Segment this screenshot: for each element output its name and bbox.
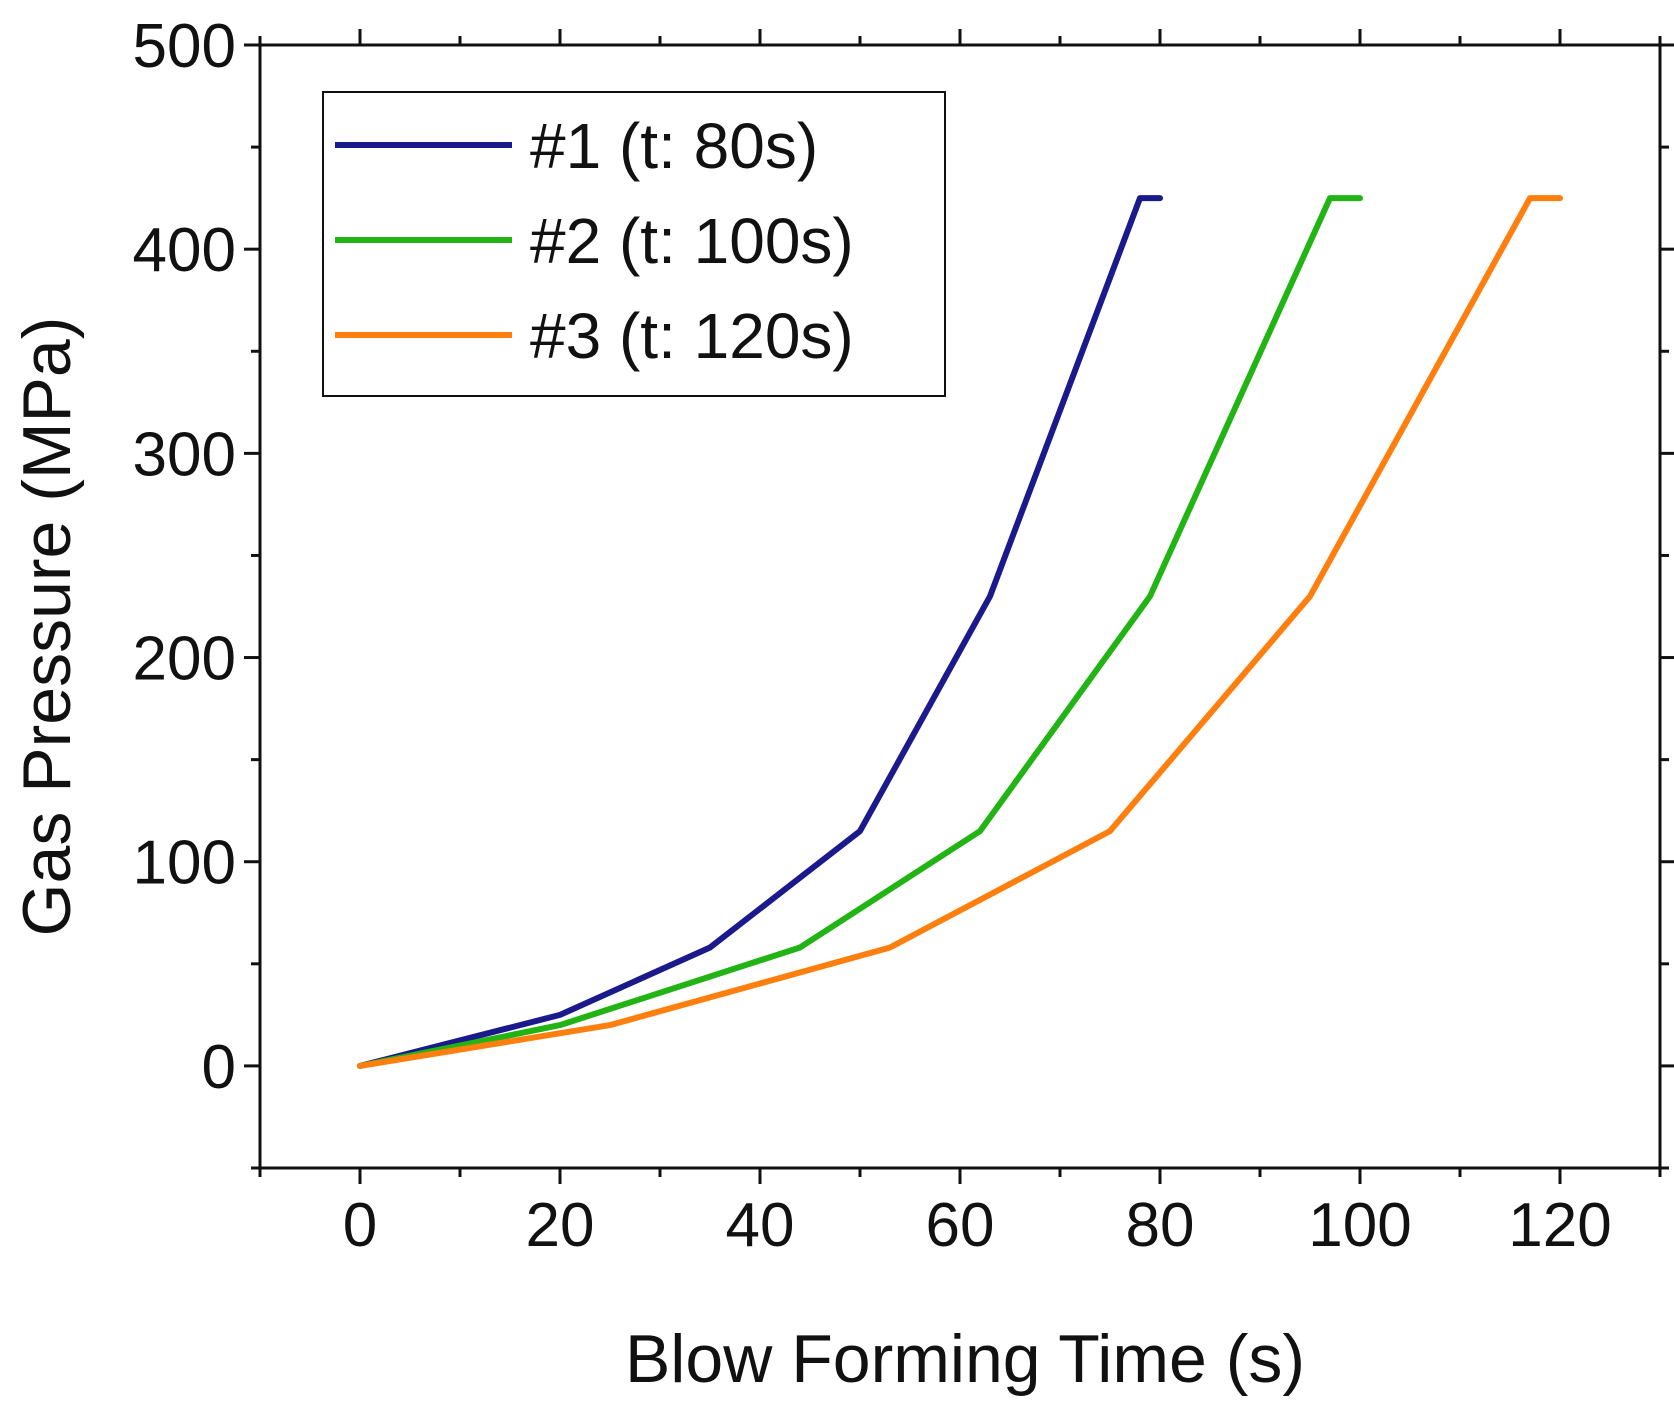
y-tick-label: 0 xyxy=(202,1033,236,1102)
x-tick-label: 40 xyxy=(726,1191,795,1260)
series-line-2 xyxy=(357,195,1363,1069)
x-axis-ticks xyxy=(258,29,1662,1184)
y-axis-tick-labels: 0 100 200 300 400 500 xyxy=(133,12,236,1102)
y-tick-label: 200 xyxy=(133,625,236,694)
y-tick-label: 300 xyxy=(133,420,236,489)
legend-label-series-1: #1 (t: 80s) xyxy=(530,110,818,182)
x-tick-label: 100 xyxy=(1308,1191,1411,1260)
x-axis-title: Blow Forming Time (s) xyxy=(625,1321,1305,1397)
legend-label-series-3: #3 (t: 120s) xyxy=(530,300,854,372)
x-tick-label: 0 xyxy=(343,1191,377,1260)
legend: #1 (t: 80s) #2 (t: 100s) #3 (t: 120s) xyxy=(322,91,946,397)
x-tick-label: 80 xyxy=(1126,1191,1195,1260)
y-tick-label: 500 xyxy=(133,12,236,81)
x-tick-label: 60 xyxy=(926,1191,995,1260)
y-tick-label: 400 xyxy=(133,216,236,285)
x-tick-label: 120 xyxy=(1508,1191,1611,1260)
y-tick-label: 100 xyxy=(133,829,236,898)
legend-label-series-2: #2 (t: 100s) xyxy=(530,205,854,277)
y-axis-ticks xyxy=(244,43,1674,1170)
x-tick-label: 20 xyxy=(526,1191,595,1260)
series-line-3 xyxy=(357,195,1563,1069)
y-axis-title: Gas Pressure (MPa) xyxy=(9,317,85,937)
series-line-1 xyxy=(357,195,1163,1069)
x-axis-tick-labels: 0 20 40 60 80 100 120 xyxy=(343,1191,1612,1260)
series-layer xyxy=(357,195,1563,1069)
